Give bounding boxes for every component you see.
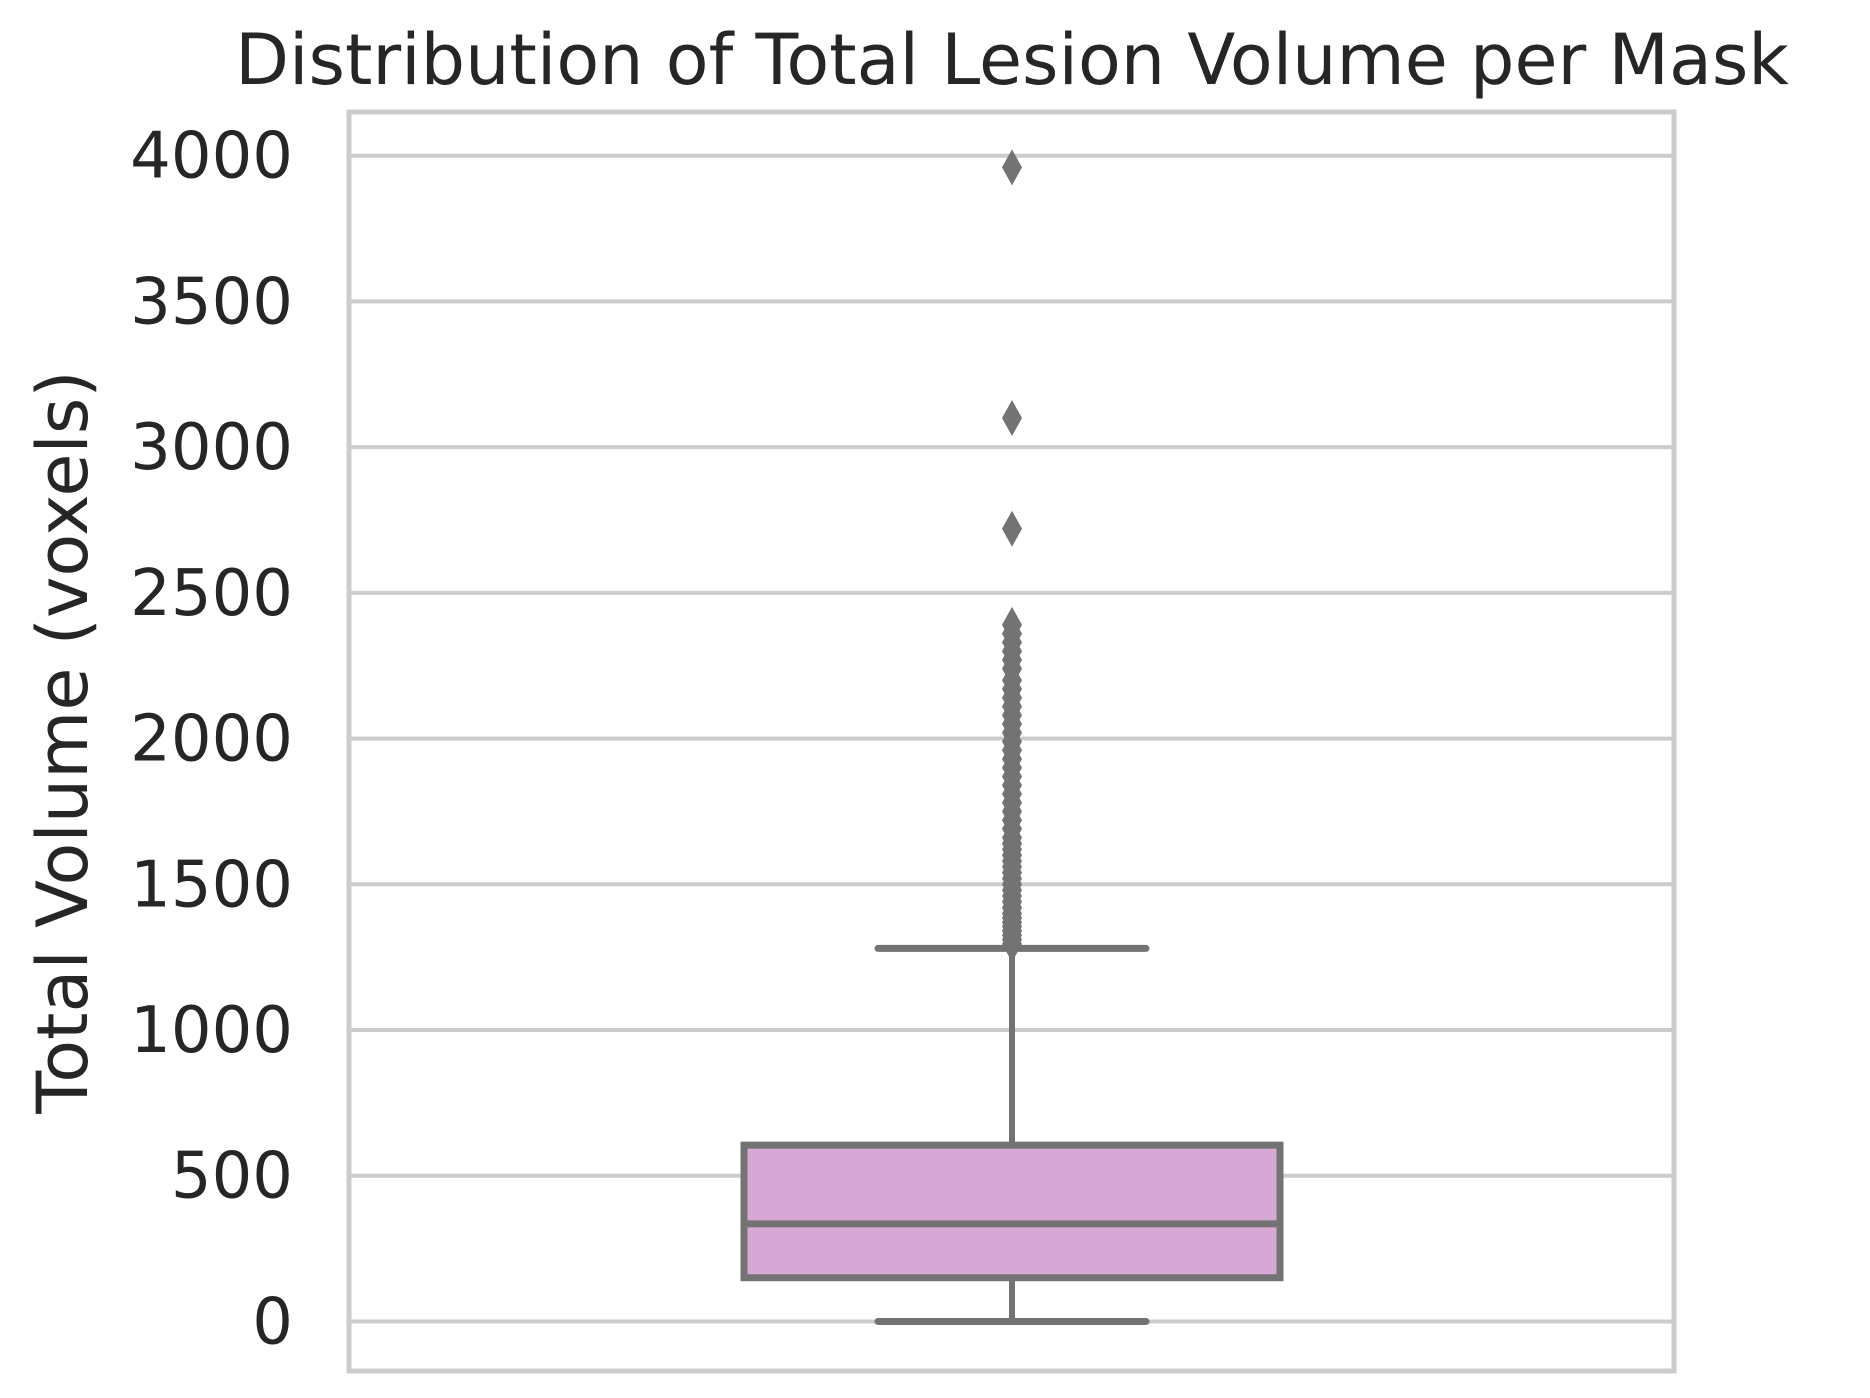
box-plot	[740, 944, 1284, 1325]
y-tick-labels: 0 500 1000 1500 2000 2500 3000 3500 4000	[130, 120, 293, 1360]
plot-frame	[346, 109, 1677, 1374]
outlier-points	[1002, 149, 1022, 963]
y-tick-label: 3000	[130, 411, 293, 485]
outlier-point	[1002, 606, 1022, 643]
y-tick-label: 0	[252, 1285, 293, 1359]
iqr-box	[740, 1141, 1284, 1282]
y-tick-label: 1000	[130, 994, 293, 1068]
y-tick-label: 500	[171, 1140, 293, 1214]
outlier-point	[1002, 400, 1022, 437]
y-tick-label: 1500	[130, 848, 293, 922]
y-tick-label: 2000	[130, 703, 293, 777]
y-axis-label: Total Volume (voxels)	[22, 370, 104, 1114]
chart-title: Distribution of Total Lesion Volume per …	[235, 19, 1789, 101]
y-tick-label: 3500	[130, 265, 293, 339]
y-tick-label: 4000	[130, 120, 293, 194]
outlier-point	[1002, 149, 1022, 186]
y-tick-label: 2500	[130, 557, 293, 631]
outlier-point	[1002, 510, 1022, 547]
